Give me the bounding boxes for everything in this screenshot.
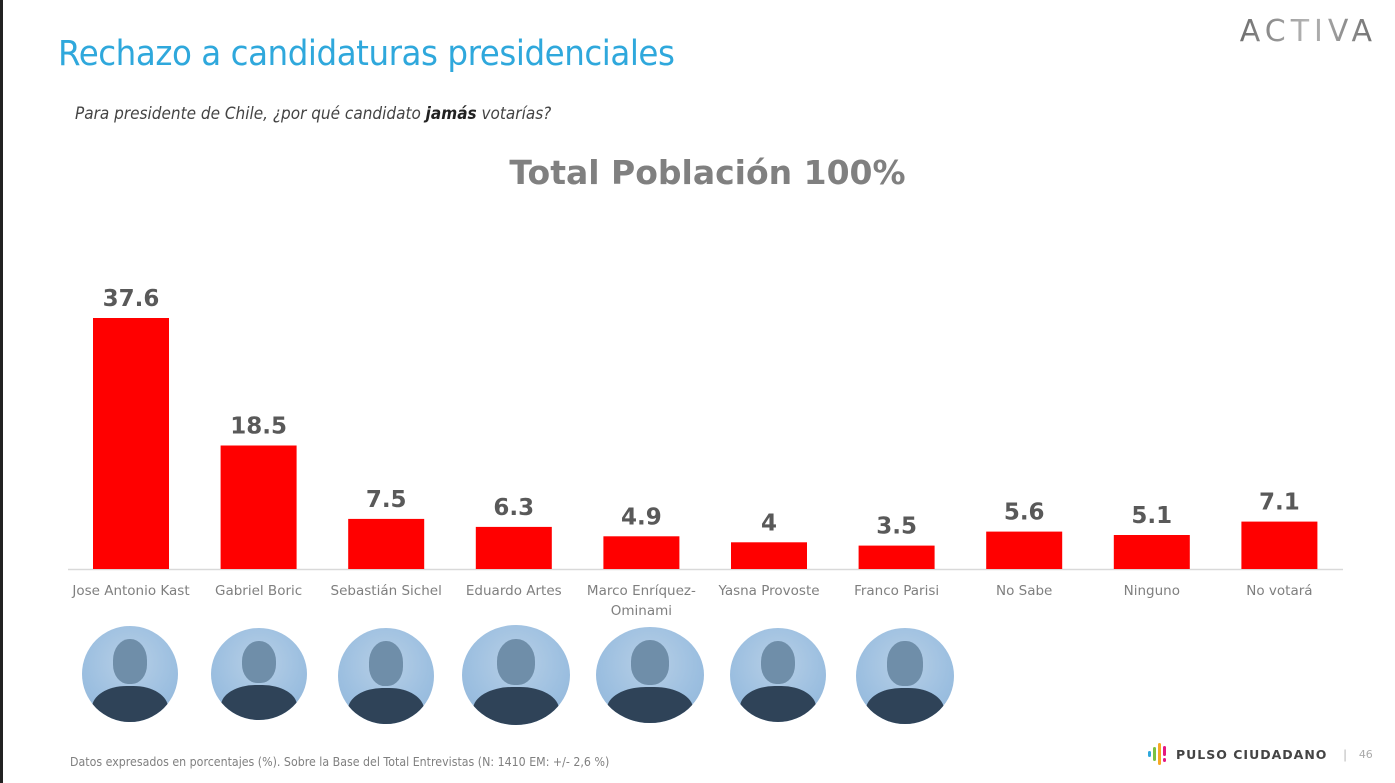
pulso-ciudadano-brand: PULSO CIUDADANO | 46 <box>1148 743 1373 765</box>
survey-question: Para presidente de Chile, ¿por qué candi… <box>75 104 551 124</box>
bar-8 <box>1113 535 1190 569</box>
logo-bar-4 <box>1163 758 1166 762</box>
value-label-7: 5.6 <box>1004 500 1045 526</box>
survey-question-start: Para presidente de Chile, ¿por qué candi… <box>75 104 426 124</box>
photo-body-shape <box>472 687 560 725</box>
candidate-photo-5 <box>730 628 826 722</box>
photo-body-shape <box>220 685 298 720</box>
page-title: Rechazo a candidaturas presidenciales <box>58 34 675 74</box>
photo-head-shape <box>630 640 670 685</box>
logo-bar-1 <box>1153 747 1156 761</box>
candidate-photo-2 <box>338 628 434 724</box>
logo-bar-2 <box>1158 743 1161 765</box>
photo-body-shape <box>347 687 425 724</box>
value-label-3: 6.3 <box>493 495 534 521</box>
candidate-photo-1 <box>211 628 307 720</box>
value-label-0: 37.6 <box>103 286 160 312</box>
chart-title: Total Población 100% <box>509 153 906 192</box>
photo-body-shape <box>739 686 817 722</box>
pulso-ciudadano-name: PULSO CIUDADANO <box>1176 746 1328 762</box>
survey-question-end: votarías? <box>476 104 552 124</box>
footnote: Datos expresados en porcentajes (%). Sob… <box>70 755 610 769</box>
logo-bar-3 <box>1163 746 1166 756</box>
value-labels-group: 37.6 18.5 7.5 6.3 4.9 4 3.5 5.6 5.1 7.1 <box>103 286 1300 540</box>
page-number: 46 <box>1358 747 1373 761</box>
activa-logo: ACTIVA <box>1239 14 1377 49</box>
bar-9 <box>1241 521 1318 569</box>
footer-separator: | <box>1343 746 1347 762</box>
candidate-photo-3 <box>462 625 570 725</box>
candidate-photo-0 <box>82 626 178 722</box>
value-label-4: 4.9 <box>621 504 662 530</box>
category-label-4-line-0: Marco Enríquez- <box>587 583 696 599</box>
category-label-4-line-1: Ominami <box>611 603 672 619</box>
value-label-6: 3.5 <box>876 514 917 540</box>
bar-5 <box>731 542 807 569</box>
value-label-1: 18.5 <box>230 414 287 440</box>
photo-head-shape <box>368 641 404 686</box>
bar-1 <box>220 445 297 569</box>
bar-2 <box>348 518 425 569</box>
photo-body-shape <box>606 686 694 723</box>
category-label-7: No Sabe <box>996 583 1052 599</box>
photo-head-shape <box>112 639 148 684</box>
bar-0 <box>93 318 169 569</box>
category-label-3: Eduardo Artes <box>466 583 562 599</box>
category-label-8: Ninguno <box>1124 583 1180 599</box>
value-label-9: 7.1 <box>1259 490 1300 516</box>
category-label-0: Jose Antonio Kast <box>71 583 189 599</box>
bar-4 <box>603 536 680 569</box>
category-label-9: No votará <box>1246 583 1312 599</box>
category-label-6: Franco Parisi <box>854 583 939 599</box>
bar-7 <box>986 531 1063 569</box>
candidate-photo-4 <box>596 627 704 723</box>
photo-head-shape <box>496 639 536 685</box>
logo-bar-0 <box>1148 751 1151 757</box>
value-label-2: 7.5 <box>366 487 407 513</box>
photo-head-shape <box>241 640 277 684</box>
survey-question-emphasis: jamás <box>425 104 477 124</box>
category-label-5: Yasna Provoste <box>717 583 819 599</box>
value-label-8: 5.1 <box>1131 503 1172 529</box>
photo-head-shape <box>887 641 923 686</box>
category-labels-group: Jose Antonio Kast Gabriel Boric Sebastián … <box>71 583 1312 619</box>
bar-3 <box>475 526 552 569</box>
photo-head-shape <box>760 641 796 685</box>
value-label-5: 4 <box>761 510 777 536</box>
bars-group <box>93 318 1318 569</box>
photo-body-shape <box>91 685 169 722</box>
photo-body-shape <box>865 687 945 724</box>
candidate-photo-6 <box>856 628 954 724</box>
slide-left-border <box>0 0 3 783</box>
category-label-1: Gabriel Boric <box>215 583 302 599</box>
bar-6 <box>858 545 935 569</box>
category-label-2: Sebastián Sichel <box>331 583 442 599</box>
pulso-ciudadano-logo-icon <box>1148 743 1170 765</box>
